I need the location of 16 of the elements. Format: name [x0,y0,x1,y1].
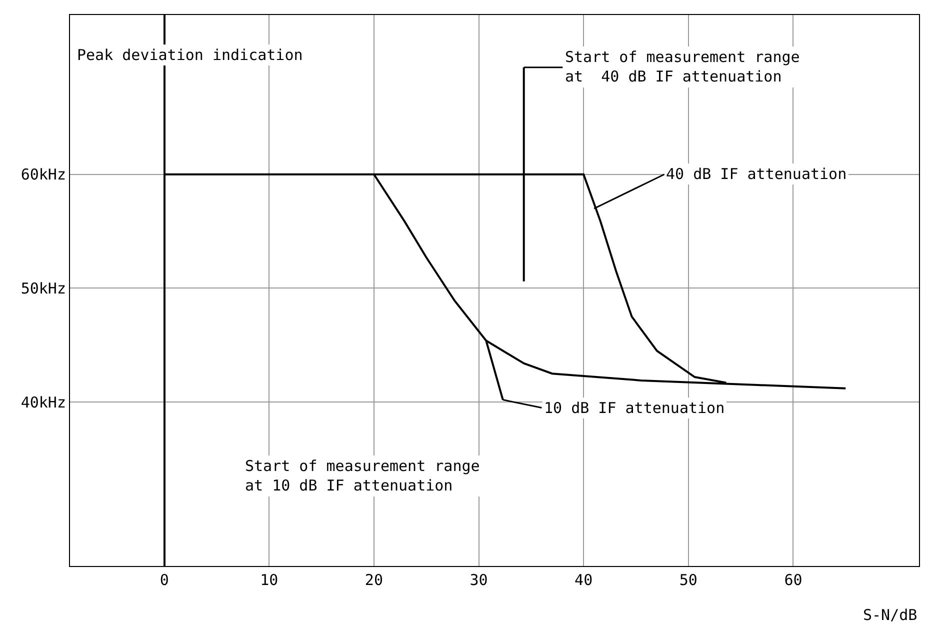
annotation: 10 dB IF attenuation [544,399,725,417]
y-tick-label: 50kHz [20,279,66,298]
annotation: Start of measurement range at 40 dB IF attenuation [565,48,800,86]
annotation: Start of measurement range at 10 dB IF attenuation [245,457,480,494]
y-tick-label: 60kHz [20,166,66,184]
annotation: 40 dB IF attenuation [666,165,847,183]
x-tick-label: 50 [679,571,698,589]
x-tick-label: 30 [470,571,488,589]
x-tick-label: 10 [260,571,278,589]
x-tick-label: 0 [160,571,169,589]
x-tick-label: 40 [574,571,593,589]
x-tick-label: 20 [364,571,383,589]
y-axis-title: Peak deviation indication [77,46,303,64]
x-tick-label: 60 [784,571,802,589]
x-axis-title: S-N/dB [863,606,918,624]
y-tick-label: 40kHz [20,393,66,412]
